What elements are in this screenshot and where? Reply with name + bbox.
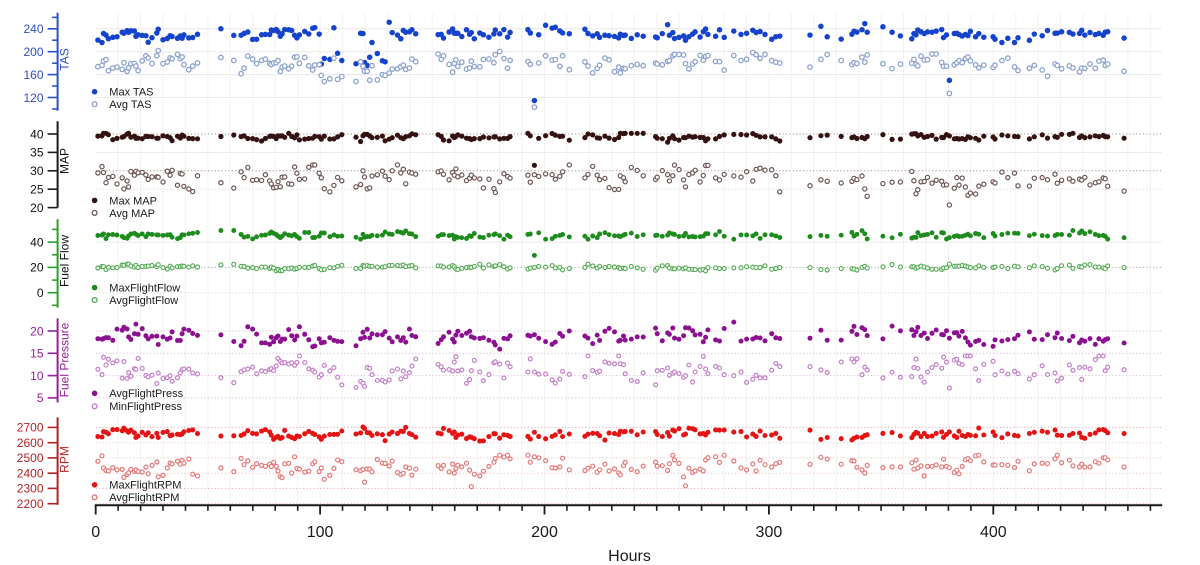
svg-text:240: 240 xyxy=(23,22,43,36)
svg-text:TAS: TAS xyxy=(57,48,71,70)
svg-text:AvgFlightPress: AvgFlightPress xyxy=(109,388,183,400)
svg-text:300: 300 xyxy=(756,524,783,541)
svg-text:35: 35 xyxy=(30,146,44,160)
svg-text:5: 5 xyxy=(37,391,44,405)
svg-text:0: 0 xyxy=(37,286,44,300)
svg-text:AvgFlightRPM: AvgFlightRPM xyxy=(109,492,179,504)
svg-text:0: 0 xyxy=(91,524,100,541)
svg-text:Hours: Hours xyxy=(608,548,651,565)
svg-text:AvgFlightFlow: AvgFlightFlow xyxy=(109,295,178,307)
svg-text:30: 30 xyxy=(30,164,44,178)
svg-text:10: 10 xyxy=(30,369,44,383)
svg-text:Max TAS: Max TAS xyxy=(109,87,153,99)
svg-text:2300: 2300 xyxy=(17,482,44,496)
svg-text:20: 20 xyxy=(30,324,44,338)
svg-text:MaxFlightFlow: MaxFlightFlow xyxy=(109,283,180,295)
svg-text:200: 200 xyxy=(531,524,558,541)
svg-text:25: 25 xyxy=(30,183,44,197)
svg-text:40: 40 xyxy=(30,127,44,141)
svg-text:20: 20 xyxy=(30,201,44,215)
svg-text:200: 200 xyxy=(23,45,43,59)
svg-text:RPM: RPM xyxy=(57,446,71,473)
svg-text:Avg MAP: Avg MAP xyxy=(109,208,155,220)
svg-text:120: 120 xyxy=(23,91,43,105)
svg-text:Max MAP: Max MAP xyxy=(109,195,157,207)
svg-text:2600: 2600 xyxy=(17,436,44,450)
svg-text:2500: 2500 xyxy=(17,451,44,465)
svg-text:15: 15 xyxy=(30,347,44,361)
svg-text:2200: 2200 xyxy=(17,497,44,511)
svg-text:40: 40 xyxy=(30,235,44,249)
svg-text:Fuel Pressure: Fuel Pressure xyxy=(57,322,71,397)
svg-text:Fuel Flow: Fuel Flow xyxy=(57,235,71,287)
svg-text:100: 100 xyxy=(307,524,334,541)
svg-text:160: 160 xyxy=(23,68,43,82)
svg-text:Avg TAS: Avg TAS xyxy=(109,99,151,111)
svg-text:MinFlightPress: MinFlightPress xyxy=(109,401,182,413)
svg-text:MaxFlightRPM: MaxFlightRPM xyxy=(109,480,181,492)
svg-text:2400: 2400 xyxy=(17,467,44,481)
svg-text:2700: 2700 xyxy=(17,421,44,435)
svg-text:400: 400 xyxy=(980,524,1007,541)
svg-text:MAP: MAP xyxy=(57,148,71,174)
svg-text:20: 20 xyxy=(30,261,44,275)
